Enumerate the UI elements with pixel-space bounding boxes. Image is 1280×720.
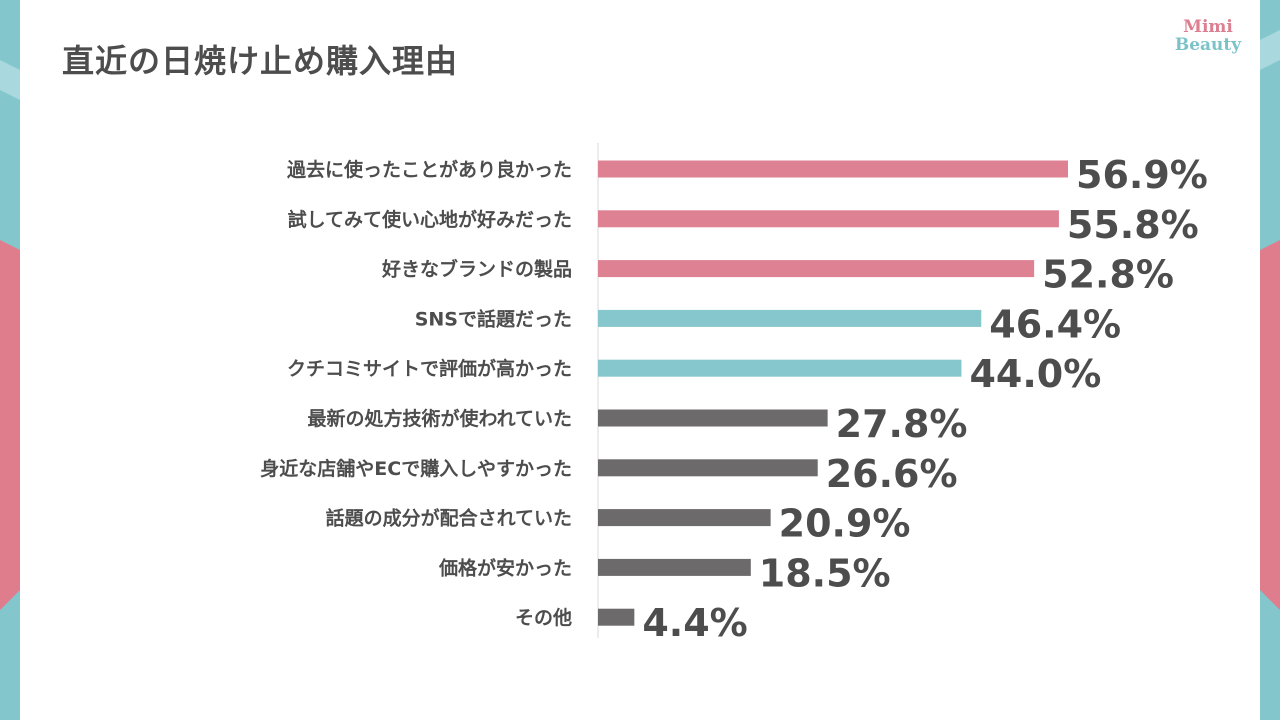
left-band-shapes — [0, 60, 20, 610]
category-label: 好きなブランドの製品 — [381, 258, 572, 281]
right-band-shapes — [1260, 30, 1280, 610]
brand-logo-line1: Mimi — [1183, 17, 1233, 37]
bar — [598, 260, 1035, 278]
bar — [598, 409, 828, 427]
data-label: 20.9% — [779, 502, 911, 546]
data-label: 18.5% — [759, 551, 891, 595]
bar — [598, 459, 818, 477]
data-label: 44.0% — [969, 352, 1101, 396]
category-label: 身近な店舗やECで購入しやすかった — [260, 457, 572, 480]
bar — [598, 160, 1068, 178]
bar — [598, 608, 635, 626]
data-label: 26.6% — [826, 452, 958, 496]
category-label: 最新の処方技術が使われていた — [308, 407, 572, 430]
brand-logo: Mimi Beauty — [1163, 18, 1253, 54]
data-label: 46.4% — [989, 302, 1121, 346]
right-decorative-band — [1260, 0, 1280, 720]
bar — [598, 509, 771, 527]
data-label: 56.9% — [1076, 153, 1208, 197]
category-label: 試してみて使い心地が好みだった — [288, 208, 572, 231]
bar — [598, 359, 962, 377]
category-label: 過去に使ったことがあり良かった — [287, 158, 572, 181]
page-title: 直近の日焼け止め購入理由 — [62, 42, 459, 80]
data-label: 27.8% — [836, 402, 968, 446]
category-label: SNSで話題だった — [415, 307, 572, 330]
left-decorative-band — [0, 0, 20, 720]
data-label: 52.8% — [1042, 253, 1174, 297]
bar — [598, 210, 1059, 228]
left-band-stripe — [0, 60, 20, 100]
right-band-stripe — [1260, 30, 1280, 70]
data-label: 55.8% — [1067, 203, 1199, 247]
category-label: その他 — [515, 606, 572, 629]
bar — [598, 558, 751, 576]
bar — [598, 309, 982, 327]
brand-logo-line2: Beauty — [1174, 35, 1242, 55]
category-label: クチコミサイトで評価が高かった — [287, 357, 572, 380]
left-band-pink — [0, 240, 20, 610]
category-label: 価格が安かった — [438, 556, 572, 579]
data-label: 4.4% — [642, 601, 747, 645]
category-label: 話題の成分が配合されていた — [326, 507, 572, 530]
right-band-pink — [1260, 240, 1280, 610]
